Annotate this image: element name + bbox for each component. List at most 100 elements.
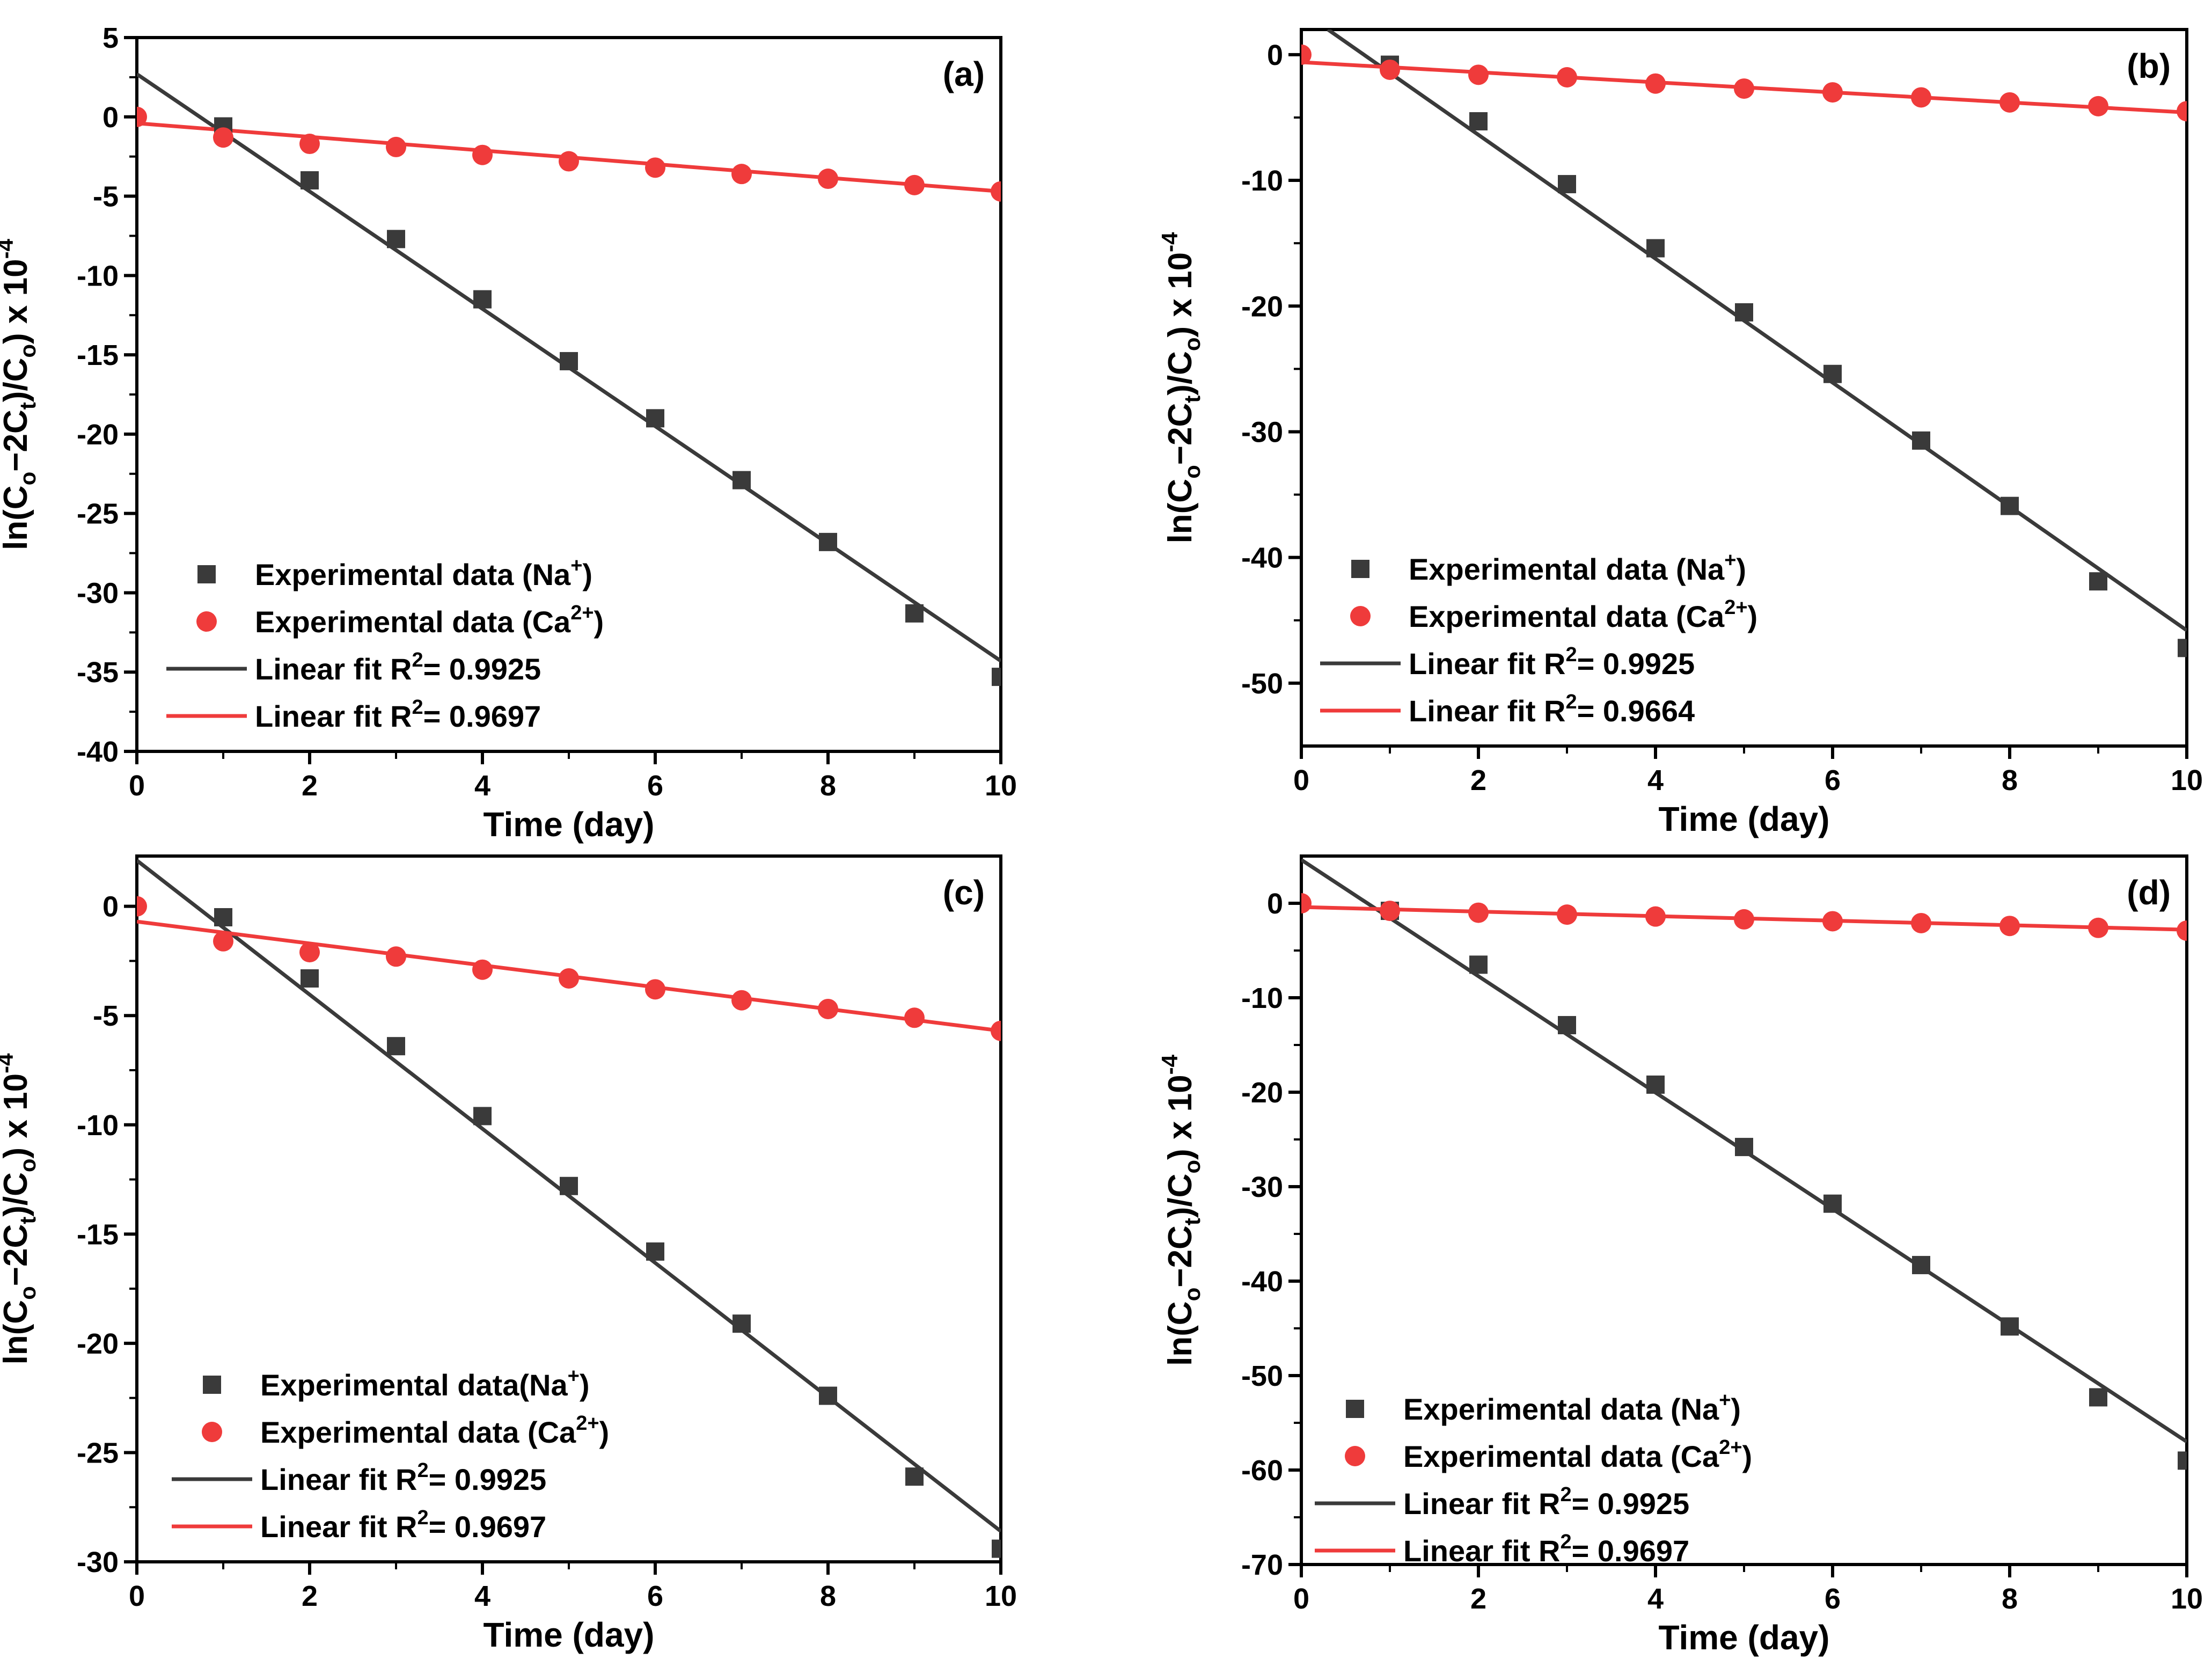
data-point-square	[992, 668, 1001, 686]
data-point-square	[733, 1314, 751, 1333]
legend-label-end: = 0.9664	[1577, 694, 1695, 728]
y-tick-label: 0	[1267, 39, 1283, 71]
data-point-square	[1469, 955, 1488, 974]
data-point-circle	[1911, 912, 1931, 933]
data-point-circle	[559, 151, 579, 172]
y-title-part: −2C	[1162, 1225, 1199, 1287]
y-title-sub: o	[15, 344, 40, 358]
y-title-part: ) x 10	[1162, 252, 1199, 338]
legend-label: Linear fit R2= 0.9697	[260, 1507, 546, 1544]
y-title-sub: o	[15, 1286, 40, 1300]
fit-line	[1327, 30, 2187, 632]
y-title-part: ) x 10	[0, 1073, 34, 1159]
legend-label: Linear fit R2= 0.9925	[1403, 1483, 1689, 1521]
legend-label-sup: 2	[417, 1459, 428, 1482]
legend-label: Experimental data (Ca2+)	[260, 1412, 609, 1449]
x-tick-label: 6	[1825, 1583, 1841, 1615]
y-tick-label: -5	[93, 1000, 119, 1032]
legend-label-main: Linear fit R	[1403, 1534, 1560, 1568]
x-tick-label: 2	[1470, 764, 1486, 796]
y-title-sub: o	[15, 472, 40, 486]
data-point-circle	[1645, 73, 1666, 94]
data-point-square	[1823, 364, 1842, 383]
x-tick-label: 2	[1470, 1583, 1486, 1615]
legend-label-end: = 0.9697	[423, 699, 541, 733]
legend: Experimental data (Na+)Experimental data…	[1315, 1389, 1752, 1568]
legend-label-end: = 0.9925	[423, 652, 541, 686]
y-title-part: )/C	[0, 1172, 34, 1217]
data-point-circle	[1999, 916, 2020, 937]
legend-label-end: )	[1742, 1439, 1753, 1473]
legend-label-main: Linear fit R	[260, 1463, 417, 1496]
y-tick-label: -40	[1241, 542, 1283, 574]
x-tick-label: 10	[985, 1580, 1017, 1612]
legend-label-main: Experimental data (Na	[1403, 1392, 1719, 1426]
data-point-circle	[818, 998, 838, 1019]
y-title-part: ) x 10	[1162, 1074, 1199, 1160]
legend-label-end: )	[580, 1368, 590, 1402]
data-point-square	[905, 604, 924, 623]
data-point-square	[819, 532, 837, 551]
y-axis-title: ln(Co−2Ct)/Co) x 10-4	[0, 1053, 40, 1365]
panel-label: (b)	[2127, 47, 2171, 85]
y-tick-label: -25	[77, 1437, 119, 1469]
legend-label-end: = 0.9697	[429, 1510, 547, 1544]
y-title-part: ln(C	[1162, 479, 1199, 544]
data-point-circle	[1380, 59, 1400, 80]
data-point-square	[1735, 303, 1753, 321]
x-tick-label: 0	[129, 1580, 145, 1612]
legend-symbol-square	[1346, 1400, 1364, 1418]
legend-label-end: = 0.9697	[1572, 1534, 1690, 1568]
data-point-circle	[1734, 909, 1754, 930]
data-point-circle	[2088, 96, 2108, 116]
x-tick-label: 4	[1647, 1583, 1664, 1615]
legend-label-end: = 0.9925	[1572, 1487, 1690, 1521]
data-point-square	[1558, 175, 1576, 194]
data-point-circle	[991, 1020, 1001, 1041]
y-title-part: ln(C	[0, 1300, 34, 1365]
fit-line	[137, 859, 1001, 1533]
legend-label-main: Linear fit R	[260, 1510, 417, 1544]
data-point-circle	[137, 896, 147, 917]
y-title-part: −2C	[0, 410, 34, 471]
data-point-circle	[2177, 920, 2187, 941]
plot-frame	[1300, 28, 2188, 748]
legend-symbol-square	[203, 1376, 221, 1394]
x-tick-label: 8	[820, 770, 836, 802]
x-tick-label: 8	[2002, 1583, 2018, 1615]
legend-label-main: Linear fit R	[1403, 1487, 1560, 1521]
legend-label-end: )	[582, 558, 592, 591]
data-point-square	[387, 230, 405, 248]
y-title-sub: o	[15, 1158, 40, 1172]
legend-symbol-square	[197, 565, 216, 583]
data-point-square	[1912, 431, 1930, 450]
legend-label-main: Linear fit R	[255, 699, 412, 733]
data-point-circle	[645, 979, 665, 1000]
data-point-square	[2089, 1388, 2107, 1407]
x-axis-title: Time (day)	[1659, 800, 1830, 838]
data-point-circle	[645, 157, 665, 178]
x-tick-label: 6	[647, 770, 663, 802]
legend: Experimental data (Na+)Experimental data…	[166, 554, 604, 733]
legend-label-main: Linear fit R	[255, 652, 412, 686]
legend-label-main: Experimental data (Ca	[1403, 1439, 1719, 1473]
y-tick-label: -20	[1241, 290, 1283, 323]
data-point-circle	[904, 174, 925, 195]
y-title-sup: -4	[0, 238, 18, 259]
y-tick-label: -40	[77, 736, 119, 768]
legend-label-end: )	[599, 1415, 610, 1449]
y-tick-label: -10	[1241, 165, 1283, 197]
y-title-sub: o	[1180, 1160, 1205, 1174]
data-point-circle	[1911, 87, 1931, 108]
legend-label-main: Experimental data (Ca	[255, 605, 571, 639]
legend-label-sup: 2	[1560, 1483, 1571, 1506]
legend-label-main: Experimental data(Na	[260, 1368, 568, 1402]
data-point-circle	[1380, 901, 1400, 922]
data-point-square	[646, 409, 664, 428]
y-tick-label: -60	[1241, 1454, 1283, 1487]
data-layer	[137, 859, 1001, 1558]
y-tick-label: -5	[93, 181, 119, 213]
